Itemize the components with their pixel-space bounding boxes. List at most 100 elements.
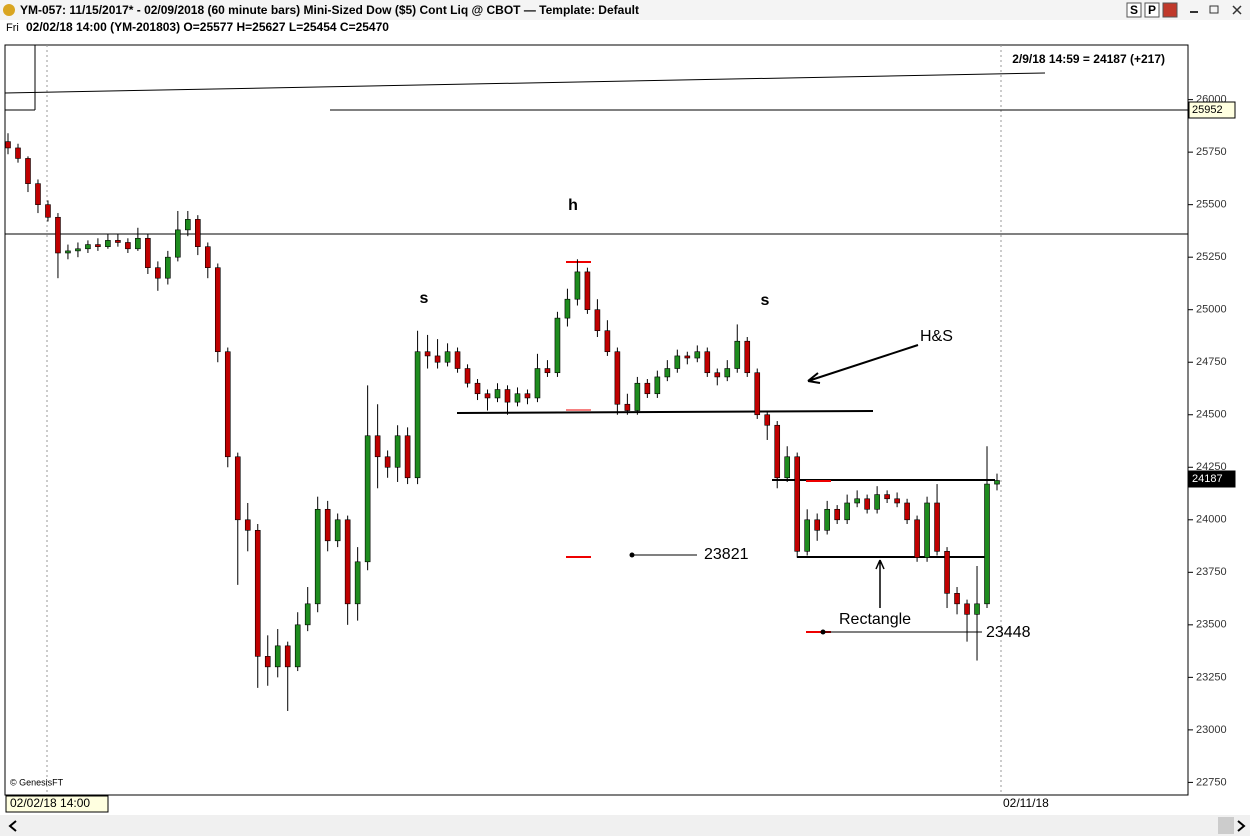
candle-body xyxy=(874,494,880,510)
p-button[interactable] xyxy=(1144,2,1160,18)
price-label-box xyxy=(1188,470,1236,488)
candle-body xyxy=(254,529,261,657)
candle-body xyxy=(65,250,71,254)
candle-body xyxy=(434,355,441,363)
candle-body xyxy=(354,561,361,605)
y-tick-label: 24250 xyxy=(1196,461,1227,473)
candle-body xyxy=(864,498,870,510)
candle-body xyxy=(454,351,461,369)
candle-body xyxy=(374,435,381,458)
candle-body xyxy=(884,494,890,500)
candle-body xyxy=(364,435,371,563)
candle-body xyxy=(614,351,621,405)
candle-body xyxy=(584,271,591,311)
candle-body xyxy=(684,355,691,359)
candle-body xyxy=(165,256,171,279)
candle-body xyxy=(304,603,311,626)
neckline xyxy=(456,410,874,414)
scroll-right[interactable] xyxy=(1237,820,1246,832)
pointer-dot xyxy=(629,552,635,558)
y-tick-label: 24000 xyxy=(1196,514,1227,526)
y-tick-label: 23750 xyxy=(1196,566,1227,578)
candle-body xyxy=(145,237,151,268)
candle-body xyxy=(564,298,571,319)
candle-body xyxy=(384,456,391,468)
price-label-box xyxy=(1188,101,1236,119)
annotation: 23448 xyxy=(986,624,1031,641)
candle-body xyxy=(804,519,810,552)
s-button-label[interactable]: S xyxy=(1130,3,1138,17)
candle-body xyxy=(15,147,21,159)
candle-body xyxy=(934,502,940,552)
info-text: 02/02/18 14:00 (YM-201803) O=25577 H=256… xyxy=(26,20,389,34)
annotation: Rectangle xyxy=(839,611,911,628)
candle-body xyxy=(115,240,121,243)
plot-frame xyxy=(4,44,1189,796)
candle-body xyxy=(45,204,51,218)
s-button[interactable] xyxy=(1126,2,1142,18)
candle-body xyxy=(674,355,681,369)
candle-body xyxy=(724,368,731,378)
price-label: 25952 xyxy=(1192,104,1223,116)
restore-button[interactable] xyxy=(1209,5,1219,14)
annotation: 23821 xyxy=(704,546,749,563)
link-button[interactable] xyxy=(1162,2,1178,18)
candle-body xyxy=(694,351,701,359)
p-button-label[interactable]: P xyxy=(1148,3,1156,17)
candle-body xyxy=(175,229,181,258)
price-label: 24187 xyxy=(1192,473,1223,485)
scroll-thumb[interactable] xyxy=(1218,817,1234,834)
candle-body xyxy=(704,351,711,374)
candle-body xyxy=(984,483,990,605)
candle-body xyxy=(764,414,771,426)
close-button[interactable] xyxy=(1232,5,1242,15)
candle-body xyxy=(644,382,651,395)
candle-body xyxy=(814,519,820,531)
y-tick-label: 22750 xyxy=(1196,776,1227,788)
annotation: H&S xyxy=(920,328,953,345)
y-tick-label: 23500 xyxy=(1196,619,1227,631)
annotation: s xyxy=(420,290,429,307)
candle-body xyxy=(754,372,761,416)
candle-body xyxy=(35,183,41,205)
candle-body xyxy=(55,216,61,254)
annotation: s xyxy=(761,292,770,309)
window-title: YM-057: 11/15/2017* - 02/09/2018 (60 min… xyxy=(20,3,639,17)
candle-body xyxy=(904,502,910,521)
candle-body xyxy=(744,340,751,374)
title-bar xyxy=(0,0,1250,20)
y-tick-label: 25000 xyxy=(1196,304,1227,316)
candle-body xyxy=(324,508,331,542)
candle-body xyxy=(105,240,111,247)
candle-body xyxy=(474,382,481,395)
candle-body xyxy=(844,502,850,521)
candle-body xyxy=(924,502,930,558)
candle-body xyxy=(75,248,81,252)
y-tick-label: 25750 xyxy=(1196,146,1227,158)
copyright: © GenesisFT xyxy=(10,777,64,787)
candle-body xyxy=(554,317,561,374)
candle-body xyxy=(944,551,950,594)
candle-body xyxy=(214,267,221,353)
candle-body xyxy=(634,382,641,411)
pointer-dot xyxy=(820,629,826,635)
candle-body xyxy=(624,403,631,411)
hs-arrow xyxy=(807,344,919,384)
candle-body xyxy=(234,456,241,521)
candle-body xyxy=(394,435,401,468)
candle-body xyxy=(794,456,801,552)
candle-body xyxy=(85,244,91,250)
candle-body xyxy=(95,244,101,247)
candle-body xyxy=(574,271,581,300)
candle-body xyxy=(994,480,1000,485)
scroll-left[interactable] xyxy=(8,820,17,832)
cursor-date-box xyxy=(5,795,109,813)
candle-body xyxy=(224,351,231,458)
candle-body xyxy=(514,393,521,403)
candle-body xyxy=(314,508,321,605)
scrollbar[interactable] xyxy=(0,815,1250,836)
candle-body xyxy=(664,368,671,378)
candle-body xyxy=(155,267,161,279)
candle-body xyxy=(914,519,920,558)
